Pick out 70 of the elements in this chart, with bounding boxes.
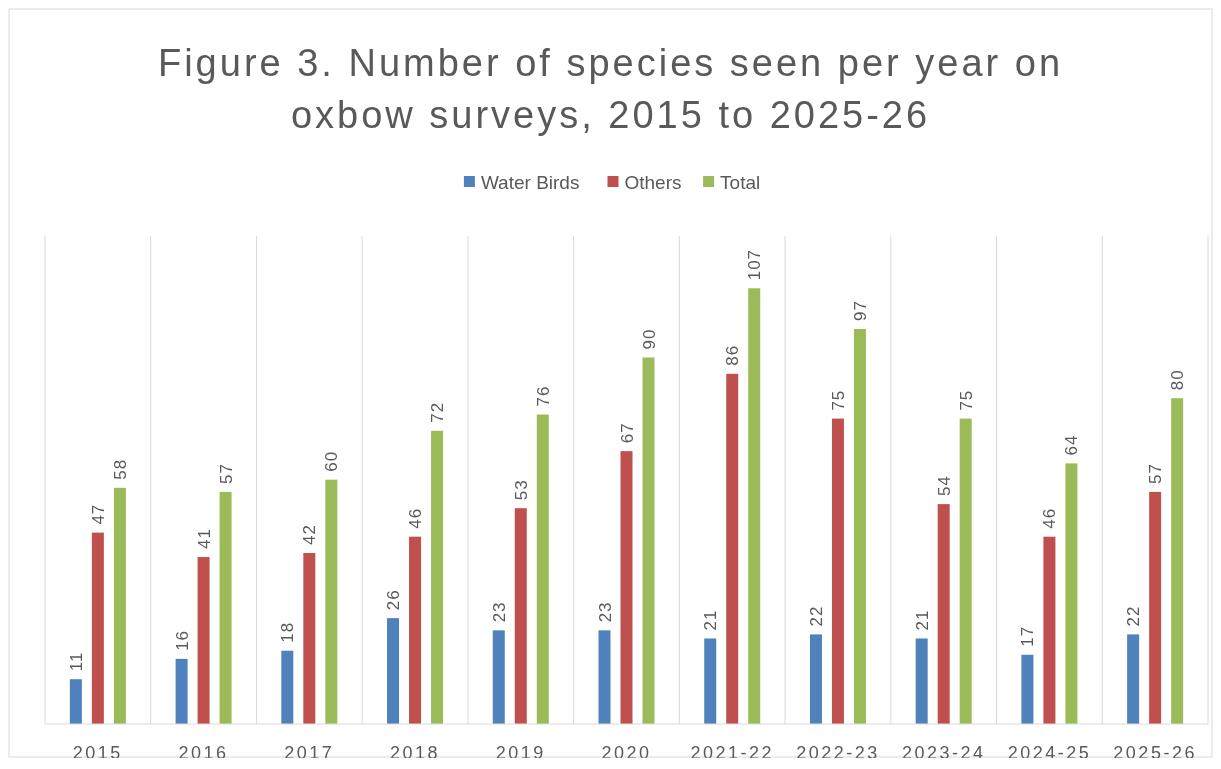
bar xyxy=(915,638,928,724)
data-label: 64 xyxy=(1062,434,1082,456)
bar xyxy=(1065,463,1078,724)
bar xyxy=(748,288,761,724)
bar xyxy=(1149,491,1162,724)
bar xyxy=(281,650,294,724)
chart-title: Figure 3. Number of species seen per year on oxbow surveys, 2015 to 2025-26 xyxy=(157,42,1064,136)
data-label: 72 xyxy=(428,401,448,423)
bar xyxy=(219,491,232,724)
bar xyxy=(959,418,972,724)
data-label: 57 xyxy=(1146,462,1166,484)
bar xyxy=(113,487,126,724)
data-label: 23 xyxy=(595,601,615,623)
bar xyxy=(409,536,422,724)
data-label: 41 xyxy=(194,528,214,550)
data-label: 46 xyxy=(1040,507,1060,529)
data-label: 60 xyxy=(322,450,342,472)
data-label: 11 xyxy=(66,651,86,672)
data-label: 90 xyxy=(639,328,659,350)
data-label: 26 xyxy=(384,589,404,611)
bar xyxy=(726,373,739,724)
data-label: 23 xyxy=(489,601,509,623)
data-label: 54 xyxy=(934,475,954,497)
data-label: 16 xyxy=(172,629,192,651)
data-label: 67 xyxy=(617,422,637,444)
data-label: 80 xyxy=(1168,369,1188,391)
bar xyxy=(1171,398,1184,724)
legend-label: Others xyxy=(624,172,682,193)
bar xyxy=(620,451,633,724)
data-label: 47 xyxy=(88,503,108,525)
bar xyxy=(831,418,844,724)
bar xyxy=(431,430,444,724)
data-label: 17 xyxy=(1018,625,1038,647)
data-label: 21 xyxy=(701,609,721,631)
data-label: 97 xyxy=(850,300,870,322)
data-label: 58 xyxy=(110,458,130,480)
bar xyxy=(704,638,717,724)
data-label: 21 xyxy=(912,609,932,631)
data-label: 22 xyxy=(806,605,826,627)
bar xyxy=(492,630,505,724)
data-label: 57 xyxy=(216,462,236,484)
legend-label: Total xyxy=(720,172,761,193)
data-label: 53 xyxy=(511,479,531,501)
bar xyxy=(1043,536,1056,724)
data-label: 75 xyxy=(956,389,976,411)
legend-label: Water Birds xyxy=(480,172,580,193)
bar xyxy=(303,552,316,724)
data-label: 75 xyxy=(828,389,848,411)
bar xyxy=(91,532,104,724)
data-label: 22 xyxy=(1124,605,1144,627)
bar xyxy=(536,414,549,724)
bar xyxy=(175,658,188,724)
bar xyxy=(387,618,400,724)
data-label: 86 xyxy=(723,344,743,366)
data-label: 46 xyxy=(406,507,426,529)
bar xyxy=(1021,654,1034,724)
bar xyxy=(853,329,866,724)
bar xyxy=(514,508,527,724)
bar xyxy=(598,630,611,724)
bar xyxy=(937,504,950,724)
bar xyxy=(1127,634,1140,724)
bar xyxy=(197,557,210,724)
bar xyxy=(642,357,655,724)
bar xyxy=(325,479,338,724)
data-label: 42 xyxy=(300,524,320,545)
data-label: 76 xyxy=(533,385,553,407)
bar xyxy=(69,679,82,724)
data-label: 107 xyxy=(745,248,765,281)
data-label: 18 xyxy=(278,621,298,643)
bar xyxy=(809,634,822,724)
